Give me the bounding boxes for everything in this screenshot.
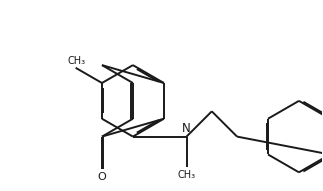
Text: CH₃: CH₃ [67, 56, 86, 66]
Text: N: N [182, 122, 191, 135]
Text: CH₃: CH₃ [177, 170, 196, 180]
Text: O: O [98, 172, 106, 182]
